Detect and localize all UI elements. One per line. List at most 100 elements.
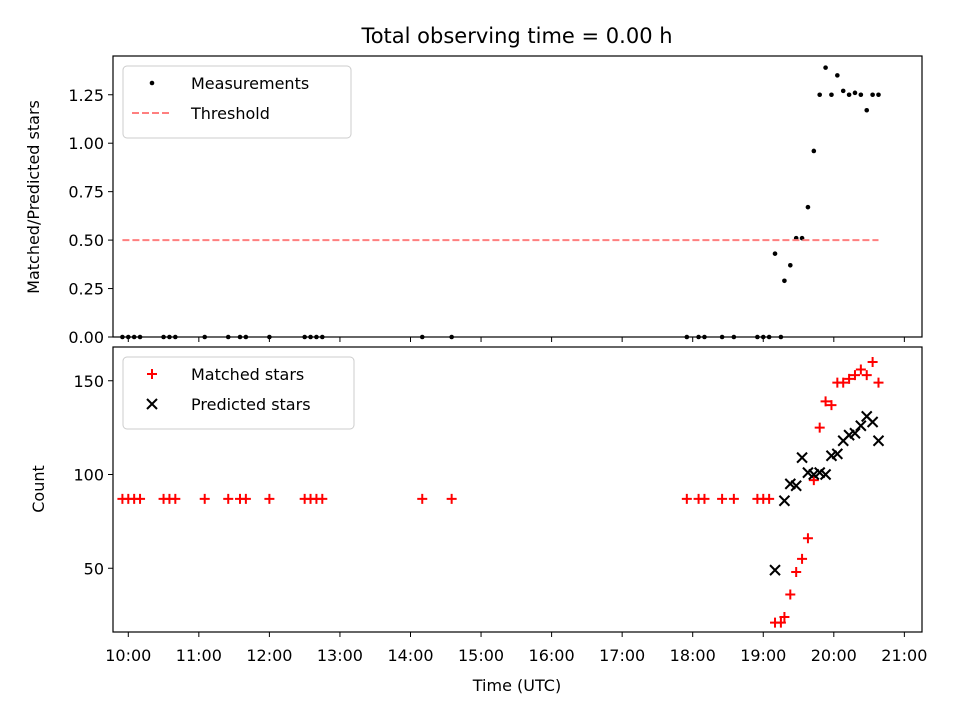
bottom-legend-label: Predicted stars xyxy=(191,395,311,414)
x-tick-label: 21:00 xyxy=(881,646,927,665)
x-tick-label: 16:00 xyxy=(529,646,575,665)
bottom-series-0-point xyxy=(223,493,234,504)
top-series-0-point xyxy=(243,334,249,340)
bottom-x-axis: 10:00 11:00 12:00 13:00 14:00 15:00 16:00 17:00… xyxy=(105,632,927,665)
top-series-0-point xyxy=(161,334,166,340)
top-series-0-point xyxy=(684,334,690,340)
bottom-series-0-point xyxy=(844,373,855,384)
top-series-0-point xyxy=(202,334,208,340)
bottom-series-0-point xyxy=(785,589,796,600)
top-legend-label: Measurements xyxy=(191,74,309,93)
top-y-axis: 0.00 0.25 0.50 0.75 1.00 1.25 xyxy=(68,86,113,347)
bottom-series-1-point xyxy=(819,468,832,481)
top-series-0-point xyxy=(237,334,243,340)
top-legend-swatch xyxy=(149,80,155,86)
top-series-0-point xyxy=(120,334,125,340)
x-tick-label: 14:00 xyxy=(387,646,433,665)
bottom-y-tick-label: 150 xyxy=(73,372,104,391)
top-series-0-point xyxy=(778,334,784,340)
bottom-series-0-point xyxy=(867,357,878,367)
top-series-0-point xyxy=(852,90,858,96)
top-y-label: Matched/Predicted stars xyxy=(24,100,43,294)
top-series-0-point xyxy=(846,92,852,98)
bottom-series-0-point xyxy=(775,617,786,628)
x-tick-label: 15:00 xyxy=(458,646,504,665)
bottom-series-0-point xyxy=(446,493,457,504)
bottom-series-0-point xyxy=(820,396,831,407)
top-series-0-point xyxy=(870,92,875,98)
top-series-0-point xyxy=(755,334,760,340)
top-series-0-point xyxy=(302,334,307,340)
bottom-series-1-point xyxy=(769,564,781,576)
bottom-series-0-point xyxy=(814,422,825,433)
top-series-0-point xyxy=(419,334,425,340)
x-tick-label: 18:00 xyxy=(670,646,716,665)
top-series-0-point xyxy=(731,334,737,340)
x-tick-label: 12:00 xyxy=(246,646,292,665)
x-tick-label: 11:00 xyxy=(176,646,222,665)
top-series-0-point xyxy=(766,334,772,340)
bottom-series-0-point xyxy=(791,567,802,577)
x-axis-label: Time (UTC) xyxy=(472,676,561,695)
bottom-series-1-point xyxy=(796,451,808,464)
top-series-0-point xyxy=(829,92,834,98)
top-series-0-point xyxy=(449,334,454,340)
top-y-tick-label: 0.75 xyxy=(68,183,104,202)
bottom-series-0-point xyxy=(855,364,866,375)
bottom-series-0-point xyxy=(849,370,860,381)
top-legend: Measurements Threshold xyxy=(122,65,352,139)
bottom-series-0-point xyxy=(240,493,251,504)
top-series-0-point xyxy=(858,92,864,98)
bottom-plot-area xyxy=(117,357,885,628)
bottom-series-0-point xyxy=(802,533,813,544)
bottom-y-label: Count xyxy=(29,465,48,513)
bottom-y-axis: 50 100 150 xyxy=(73,372,113,578)
bottom-plot-frame xyxy=(112,346,923,633)
bottom-series-0-point xyxy=(170,493,181,504)
bottom-legend-swatch xyxy=(146,398,158,410)
top-plot-area xyxy=(120,65,881,340)
top-series-0-point xyxy=(782,278,787,284)
x-tick-label: 13:00 xyxy=(317,646,363,665)
x-tick-label: 17:00 xyxy=(599,646,645,665)
bottom-series-0-point xyxy=(681,493,692,504)
top-series-0-point xyxy=(167,334,172,340)
top-y-tick-label: 0.25 xyxy=(68,280,104,299)
top-y-tick-label: 0.00 xyxy=(68,328,104,347)
top-y-tick-label: 1.25 xyxy=(68,86,104,105)
bottom-series-0-point xyxy=(838,377,849,388)
top-y-tick-label: 1.00 xyxy=(68,134,104,153)
top-legend-box xyxy=(122,65,352,139)
bottom-series-0-point xyxy=(826,400,837,411)
top-series-0-point xyxy=(864,107,870,113)
bottom-series-0-point xyxy=(417,493,428,504)
bottom-legend-swatch xyxy=(147,369,157,379)
x-tick-label: 19:00 xyxy=(740,646,786,665)
bottom-series-1-point xyxy=(778,495,791,507)
bottom-series-0-point xyxy=(264,493,275,504)
bottom-series-1-point xyxy=(790,480,802,492)
bottom-series-1-point xyxy=(866,416,879,428)
top-y-tick-label: 0.50 xyxy=(68,231,104,250)
top-series-0-point xyxy=(788,262,793,268)
top-series-0-point xyxy=(173,334,178,340)
bottom-legend: Matched stars Predicted stars xyxy=(122,356,355,430)
bottom-series-1-point xyxy=(831,448,844,460)
top-series-0-point xyxy=(696,334,701,340)
top-panel: 0.00 0.25 0.50 0.75 1.00 1.25 Matched/Predict… xyxy=(24,55,923,347)
x-tick-label: 10:00 xyxy=(105,646,151,665)
top-x-ticks xyxy=(127,337,905,342)
bottom-y-tick-label: 100 xyxy=(73,466,104,485)
bottom-series-0-point xyxy=(764,493,775,504)
top-plot-frame xyxy=(112,55,923,338)
top-series-0-point xyxy=(876,92,881,98)
top-series-0-point xyxy=(314,334,319,340)
bottom-series-1-point xyxy=(855,420,867,432)
bottom-series-0-point xyxy=(717,493,728,504)
top-series-0-point xyxy=(817,92,822,98)
bottom-series-1-point xyxy=(849,427,861,439)
chart-title: Total observing time = 0.00 h xyxy=(360,24,672,48)
bottom-series-0-point xyxy=(779,612,790,622)
bottom-series-0-point xyxy=(728,493,739,504)
